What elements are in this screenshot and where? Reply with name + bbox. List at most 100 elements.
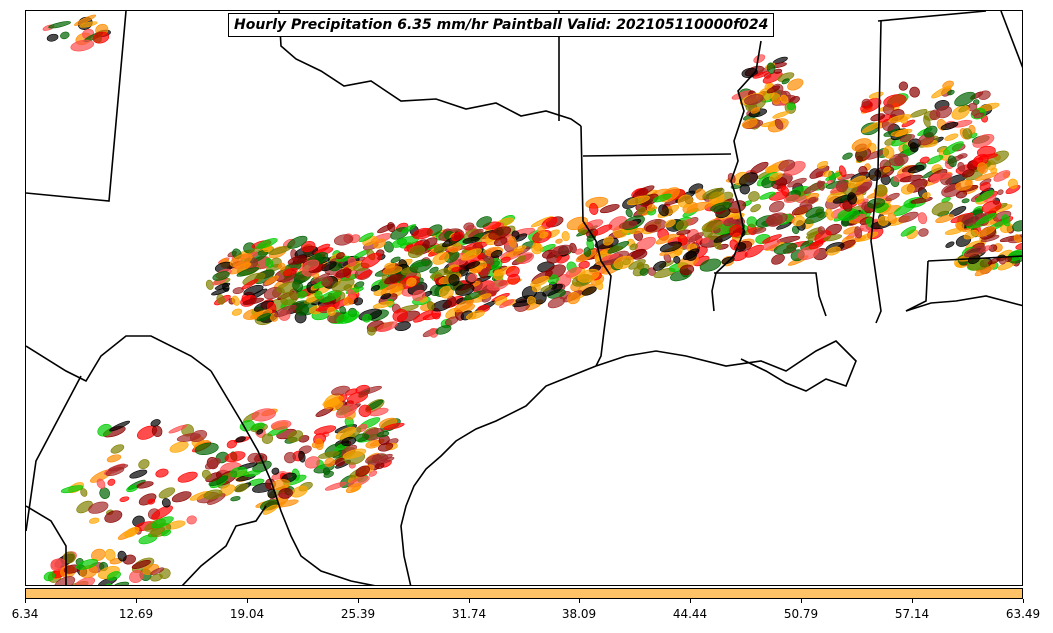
paintball-blob — [105, 467, 125, 476]
paintball-blob — [595, 279, 604, 291]
paintball-blob — [710, 202, 732, 212]
paintball-blob — [454, 299, 474, 313]
paintball-blob — [427, 300, 435, 311]
paintball-blob — [462, 236, 480, 244]
paintball-blob — [658, 204, 669, 217]
paintball-blob — [883, 166, 891, 173]
paintball-blob — [104, 583, 114, 585]
paintball-blob — [769, 200, 785, 213]
paintball-blob — [314, 290, 323, 300]
paintball-blob — [825, 208, 834, 221]
paintball-blob — [822, 170, 833, 178]
paintball-blob — [752, 227, 767, 234]
paintball-blob — [625, 208, 633, 218]
paintball-blob — [377, 442, 394, 452]
paintball-blob — [261, 433, 274, 444]
paintball-blob — [335, 426, 356, 440]
paintball-blob — [310, 272, 331, 284]
paintball-blob — [975, 190, 995, 203]
border-ok-tx — [278, 11, 582, 127]
paintball-blob — [455, 283, 475, 296]
paintball-blob — [809, 165, 830, 179]
paintball-blob — [673, 256, 681, 264]
paintball-blob — [138, 493, 157, 506]
paintball-blob — [324, 457, 335, 467]
paintball-blob — [407, 245, 426, 258]
paintball-blob — [357, 270, 373, 280]
paintball-blob — [109, 420, 131, 432]
paintball-blob — [129, 469, 148, 479]
paintball-blob — [335, 403, 358, 419]
paintball-blob — [882, 103, 895, 115]
colorbar-tick — [469, 599, 470, 603]
paintball-blob — [387, 222, 396, 233]
paintball-blob — [978, 90, 991, 100]
paintball-blob — [888, 153, 909, 167]
paintball-blob — [284, 451, 296, 464]
paintball-blob — [247, 452, 260, 463]
paintball-blob — [944, 133, 959, 141]
paintball-blob — [526, 296, 536, 306]
paintball-blob — [940, 122, 959, 130]
paintball-blob — [358, 232, 374, 243]
paintball-blob — [151, 516, 174, 529]
paintball-blob — [854, 226, 863, 239]
paintball-blob — [358, 385, 382, 396]
paintball-blob — [954, 91, 976, 107]
paintball-blob — [345, 483, 362, 494]
paintball-blob — [435, 325, 452, 335]
paintball-blob — [762, 71, 783, 84]
paintball-blob — [555, 238, 563, 244]
colorbar-tick-label: 38.09 — [561, 607, 597, 621]
paintball-blob — [212, 271, 230, 281]
paintball-blob — [786, 102, 796, 111]
paintball-blob — [371, 453, 389, 464]
paintball-blob — [628, 227, 645, 235]
paintball-blob — [394, 321, 411, 332]
paintball-blob — [759, 191, 776, 200]
paintball-blob — [1015, 242, 1022, 250]
paintball-blob — [106, 571, 121, 581]
paintball-blob — [372, 301, 394, 309]
paintball-blob — [780, 94, 789, 104]
paintball-blob — [766, 213, 783, 227]
paintball-blob — [186, 515, 197, 525]
paintball-blob — [80, 488, 88, 497]
paintball-blob — [161, 529, 172, 537]
paintball-blob — [70, 39, 95, 52]
paintball-blob — [409, 259, 433, 273]
paintball-blob — [43, 571, 56, 582]
colorbar-tick — [136, 599, 137, 603]
state-borders — [26, 11, 1022, 585]
paintball-blob — [618, 220, 638, 229]
paintball-blob — [507, 273, 521, 285]
paintball-blob — [88, 517, 100, 524]
paintball-blob — [362, 313, 372, 323]
paintball-blob — [366, 326, 376, 336]
colorbar-tick — [247, 599, 248, 603]
paintball-blob — [773, 242, 798, 255]
paintball-blob — [729, 224, 743, 237]
colorbar-tick — [358, 599, 359, 603]
paintball-blob — [241, 278, 259, 290]
paintball-blob — [929, 173, 941, 184]
paintball-blob — [909, 86, 920, 98]
paintball-blob — [899, 174, 923, 183]
paintball-blob — [659, 241, 682, 253]
paintball-blob — [438, 286, 454, 299]
paintball-blob — [342, 448, 367, 459]
paintball-blob — [848, 175, 867, 189]
paintball-blob — [789, 96, 800, 104]
paintball-blob — [909, 142, 919, 153]
paintball-blob — [890, 128, 913, 137]
paintball-blob — [856, 231, 879, 242]
paintball-blob — [79, 21, 98, 28]
paintball-blob — [973, 112, 985, 119]
paintball-blob — [235, 436, 246, 443]
paintball-blob — [851, 138, 872, 152]
paintball-blob — [412, 289, 426, 302]
colorbar-tick — [801, 599, 802, 603]
paintball-blob — [900, 184, 915, 195]
paintball-blob — [601, 253, 620, 261]
paintball-blob — [390, 286, 404, 293]
